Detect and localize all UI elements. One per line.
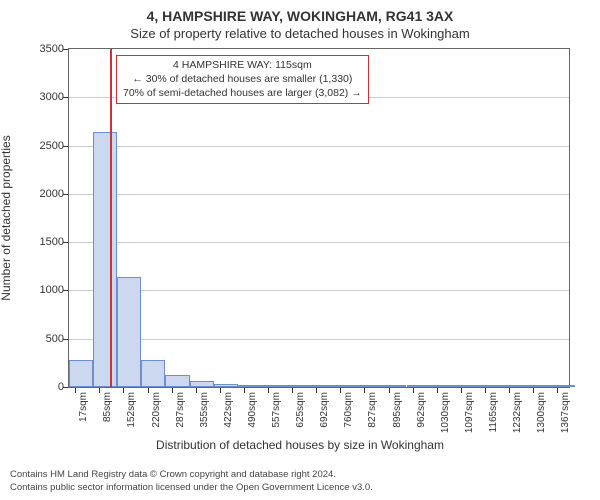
x-tick-label: 152sqm [126, 392, 137, 428]
x-tick-mark [99, 388, 100, 393]
x-tick-label: 355sqm [199, 392, 210, 428]
histogram-bar [165, 375, 189, 387]
x-tick-mark [75, 388, 76, 393]
x-tick-mark [316, 388, 317, 393]
y-tick-mark [63, 242, 68, 243]
x-tick-mark [364, 388, 365, 393]
y-tick-label: 3000 [14, 91, 64, 103]
x-tick-mark [509, 388, 510, 393]
histogram-bar [334, 385, 358, 387]
histogram-bar [141, 360, 165, 387]
histogram-bar [93, 132, 117, 387]
y-tick-mark [63, 194, 68, 195]
histogram-bar [527, 385, 551, 387]
x-tick-label: 1367sqm [560, 392, 571, 433]
histogram-bar [286, 385, 310, 387]
x-axis-label: Distribution of detached houses by size … [0, 438, 600, 452]
x-tick-label: 557sqm [271, 392, 282, 428]
histogram-bar [310, 385, 334, 387]
footer-line-2: Contains public sector information licen… [10, 482, 373, 494]
histogram-bar [238, 385, 262, 387]
histogram-bar [503, 385, 527, 387]
y-axis-label: Number of detached properties [0, 135, 13, 300]
x-tick-mark [196, 388, 197, 393]
histogram-bar [382, 385, 406, 387]
chart-title: 4, HAMPSHIRE WAY, WOKINGHAM, RG41 3AX [0, 8, 600, 24]
x-tick-label: 895sqm [392, 392, 403, 428]
y-tick-label: 0 [14, 381, 64, 393]
annotation-line-2: ← 30% of detached houses are smaller (1,… [123, 72, 362, 86]
x-tick-mark [413, 388, 414, 393]
y-tick-label: 3500 [14, 43, 64, 55]
x-tick-label: 287sqm [175, 392, 186, 428]
histogram-bar [358, 385, 382, 387]
chart-footer: Contains HM Land Registry data © Crown c… [10, 469, 373, 494]
x-tick-label: 625sqm [295, 392, 306, 428]
histogram-bar [431, 385, 455, 387]
y-tick-mark [63, 97, 68, 98]
y-tick-mark [63, 387, 68, 388]
y-tick-mark [63, 339, 68, 340]
histogram-bar [479, 385, 503, 387]
x-tick-mark [461, 388, 462, 393]
grid-line [69, 242, 569, 243]
x-tick-label: 1165sqm [488, 392, 499, 432]
property-marker-line [110, 49, 112, 387]
y-tick-label: 1500 [14, 236, 64, 248]
x-tick-mark [292, 388, 293, 393]
x-tick-mark [557, 388, 558, 393]
grid-line [69, 146, 569, 147]
x-tick-mark [172, 388, 173, 393]
histogram-bar [214, 384, 238, 387]
chart-subtitle: Size of property relative to detached ho… [0, 26, 600, 41]
chart-container: 4, HAMPSHIRE WAY, WOKINGHAM, RG41 3AX Si… [0, 0, 600, 500]
x-tick-label: 17sqm [78, 392, 89, 422]
x-tick-label: 85sqm [102, 392, 113, 422]
x-tick-mark [485, 388, 486, 393]
x-tick-label: 692sqm [319, 392, 330, 428]
y-tick-label: 2000 [14, 188, 64, 200]
grid-line [69, 194, 569, 195]
annotation-box: 4 HAMPSHIRE WAY: 115sqm ← 30% of detache… [116, 55, 369, 104]
footer-line-1: Contains HM Land Registry data © Crown c… [10, 469, 373, 481]
x-tick-label: 962sqm [416, 392, 427, 428]
histogram-bar [69, 360, 93, 387]
histogram-bar [262, 385, 286, 387]
x-tick-mark [389, 388, 390, 393]
x-tick-mark [244, 388, 245, 393]
x-tick-label: 490sqm [247, 392, 258, 428]
x-tick-label: 422sqm [223, 392, 234, 428]
x-tick-label: 827sqm [367, 392, 378, 428]
x-tick-label: 760sqm [343, 392, 354, 428]
x-tick-label: 1097sqm [464, 392, 475, 433]
x-tick-label: 1030sqm [440, 392, 451, 433]
y-tick-mark [63, 49, 68, 50]
grid-line [69, 339, 569, 340]
x-tick-mark [123, 388, 124, 393]
histogram-bar [117, 277, 141, 387]
x-tick-mark [148, 388, 149, 393]
grid-line [69, 290, 569, 291]
histogram-bar [407, 385, 431, 387]
histogram-bar [455, 385, 479, 387]
annotation-line-3: 70% of semi-detached houses are larger (… [123, 86, 362, 100]
y-tick-mark [63, 290, 68, 291]
x-tick-label: 1300sqm [536, 392, 547, 433]
x-tick-mark [220, 388, 221, 393]
x-tick-mark [268, 388, 269, 393]
x-tick-mark [340, 388, 341, 393]
x-tick-mark [437, 388, 438, 393]
histogram-bar [551, 385, 575, 387]
x-tick-label: 220sqm [151, 392, 162, 428]
y-tick-label: 1000 [14, 284, 64, 296]
y-tick-label: 2500 [14, 140, 64, 152]
x-tick-label: 1232sqm [512, 392, 523, 433]
histogram-bar [190, 381, 214, 387]
annotation-line-1: 4 HAMPSHIRE WAY: 115sqm [123, 58, 362, 72]
y-tick-mark [63, 146, 68, 147]
y-tick-label: 500 [14, 333, 64, 345]
x-tick-mark [533, 388, 534, 393]
